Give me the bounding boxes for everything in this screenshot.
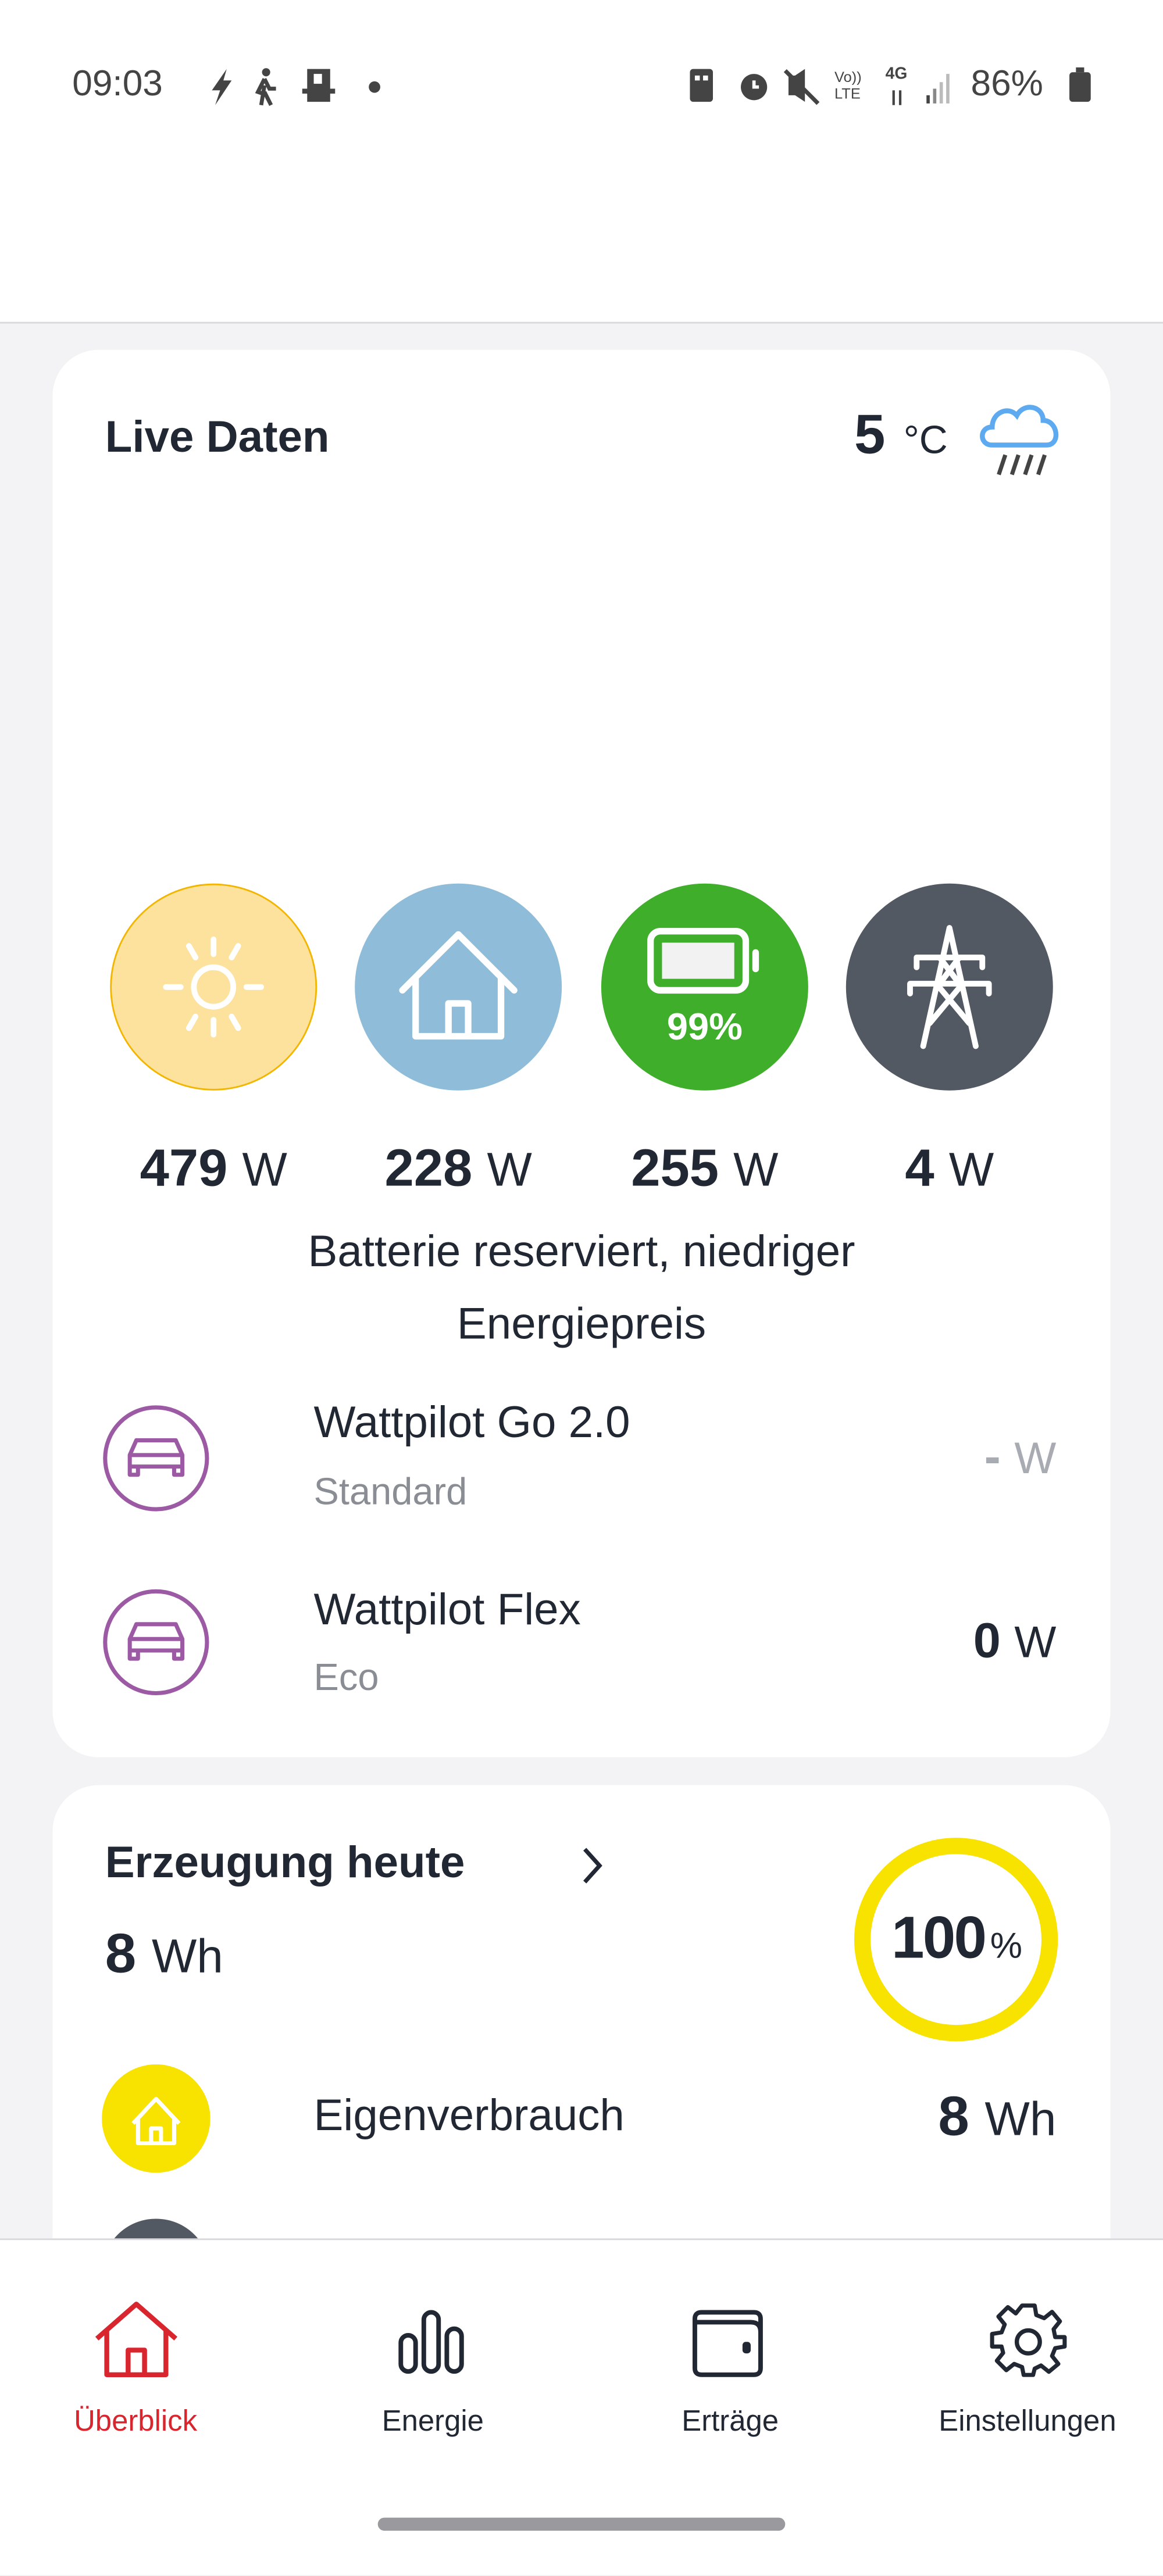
temperature-unit: °C <box>903 419 948 463</box>
battery-power: 255 W <box>631 1138 779 1198</box>
status-bar: 09:03 Vo)) LTE 4G 86% <box>0 0 1163 324</box>
car-icon <box>103 1405 209 1512</box>
charger-power: 0 W <box>973 1614 1057 1669</box>
battery-tile[interactable]: 99% <box>601 883 808 1091</box>
nav-earnings[interactable]: Erträge <box>585 2240 876 2453</box>
production-title: Erzeugung heute <box>105 1838 465 1887</box>
battery-icon <box>647 927 759 993</box>
wallet-icon <box>692 2310 763 2377</box>
nav-energy[interactable]: Energie <box>287 2240 578 2453</box>
network-type: 4G <box>885 65 908 84</box>
sun-icon <box>163 936 265 1038</box>
production-total: 8 Wh <box>105 1923 223 1986</box>
battery-status-icon <box>1069 67 1091 102</box>
self-consumption-label: Eigenverbrauch <box>313 2091 625 2140</box>
battery-percent: 86% <box>971 62 1043 103</box>
volte-indicator: Vo)) LTE <box>834 69 862 102</box>
bottom-navigation: Überblick Energie Erträge Einstellungen <box>0 2238 1163 2575</box>
clock: 09:03 <box>72 62 163 103</box>
charger-mode: Standard <box>313 1470 468 1513</box>
chevron-right-icon[interactable] <box>575 1844 608 1887</box>
bar-chart-icon <box>398 2310 464 2374</box>
nav-label: Einstellungen <box>939 2404 1116 2438</box>
car-icon <box>103 1589 209 1696</box>
home-indicator[interactable] <box>377 2517 786 2531</box>
charger-power: - W <box>984 1430 1057 1485</box>
home-tile[interactable] <box>355 883 562 1091</box>
grid-tile[interactable] <box>846 883 1053 1091</box>
charger-name: Wattpilot Flex <box>313 1585 581 1634</box>
solar-tile[interactable] <box>110 883 317 1091</box>
gear-icon <box>990 2303 1067 2377</box>
nav-settings[interactable]: Einstellungen <box>882 2240 1163 2453</box>
solar-power: 479 W <box>140 1138 287 1198</box>
cloud-rain-icon <box>980 405 1059 476</box>
live-data-title: Live Daten <box>105 412 330 462</box>
house-icon <box>399 931 518 1040</box>
nav-label: Überblick <box>74 2404 198 2438</box>
system-icons <box>690 69 950 105</box>
battery-status-message: Batterie reserviert, niedriger Energiepr… <box>52 1215 1110 1360</box>
battery-soc: 99% <box>666 1004 743 1047</box>
self-consumption-ring <box>854 1838 1058 2042</box>
status-message-line: Energiepreis <box>456 1299 707 1349</box>
home-icon <box>95 2302 178 2378</box>
notification-icons <box>212 68 380 106</box>
live-data-card: Live Daten 5 °C 99% <box>52 349 1111 1757</box>
house-icon <box>102 2064 211 2173</box>
nav-label: Energie <box>381 2404 484 2438</box>
charger-mode: Eco <box>313 1655 379 1698</box>
nav-label: Erträge <box>682 2404 779 2438</box>
status-message-line: Batterie reserviert, niedriger <box>308 1227 855 1276</box>
home-power: 228 W <box>384 1138 532 1198</box>
power-tower-icon <box>907 925 992 1049</box>
grid-power: 4 W <box>905 1138 994 1198</box>
nav-overview[interactable]: Überblick <box>0 2240 281 2453</box>
charger-name: Wattpilot Go 2.0 <box>313 1397 630 1447</box>
temperature-value: 5 <box>854 403 886 467</box>
self-consumption-value: 8 Wh <box>938 2085 1057 2148</box>
energy-flow-diagram <box>52 892 1110 1138</box>
ring-percent: 100% <box>891 1903 1022 1971</box>
